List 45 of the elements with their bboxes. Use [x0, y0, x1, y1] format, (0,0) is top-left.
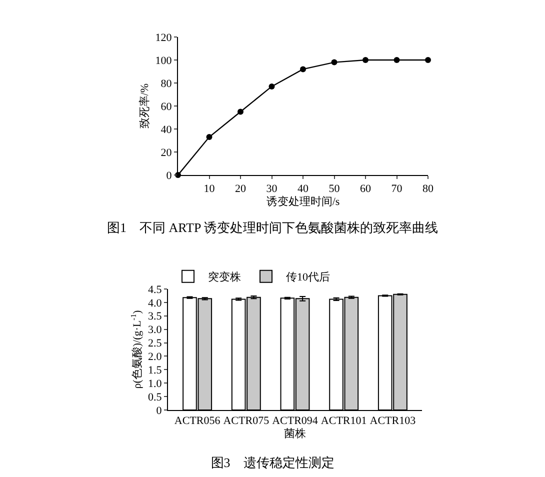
x-tick-label: 70 [391, 183, 403, 196]
point [425, 57, 431, 63]
x-tick-label: 40 [298, 183, 309, 196]
y-tick-label: 1.5 [148, 364, 162, 377]
y-tick-label: 80 [160, 78, 172, 90]
x-tick-label: 80 [422, 183, 434, 196]
y-tick-label: 4.0 [148, 297, 162, 310]
x-axis-title: 诱变处理时间/s [266, 195, 340, 208]
caption: 图3 遗传稳定性测定 [210, 454, 336, 472]
caption: 图1 不同 ARTP 诱变处理时间下色氨酸菌株的致死率曲线 [106, 219, 439, 237]
y-tick-label: 3.0 [148, 324, 162, 336]
legend-label: 传10代后 [286, 270, 330, 284]
y-tick-label: 120 [155, 32, 172, 44]
point [238, 108, 244, 115]
y-tick-label: 2.0 [148, 351, 162, 364]
x-tick-label: ACTR075 [223, 415, 270, 428]
point [362, 57, 368, 63]
point [206, 134, 212, 140]
x-tick-label: 10 [204, 183, 216, 196]
y-tick-label: 100 [155, 54, 172, 67]
y-axis-title: 致死率/% [138, 83, 151, 129]
x-tick-label: 30 [266, 183, 278, 196]
x-tick-label: ACTR094 [272, 415, 318, 428]
point [331, 59, 338, 66]
x-tick-label: ACTR101 [320, 415, 367, 428]
x-tick-label: 60 [360, 183, 372, 196]
y-tick-label: 0 [166, 170, 172, 182]
y-tick-label: 2.5 [148, 338, 162, 350]
x-tick-label: ACTR056 [174, 415, 221, 428]
point [300, 66, 306, 72]
y-tick-label: 0.5 [148, 391, 162, 404]
x-tick-label: 20 [235, 183, 246, 196]
x-tick-label: 50 [328, 183, 340, 196]
point [268, 83, 275, 90]
y-tick-label: 20 [160, 146, 172, 159]
legend-label: 突变株 [208, 270, 241, 284]
y-tick-label: 3.5 [148, 310, 162, 323]
y-tick-label: 40 [160, 124, 172, 136]
y-tick-label: 60 [160, 100, 172, 113]
point [394, 57, 400, 63]
x-tick-label: ACTR103 [370, 415, 416, 428]
y-tick-label: 4.5 [148, 284, 162, 296]
y-tick-label: 0 [156, 404, 162, 417]
y-tick-label: 1.0 [148, 378, 162, 390]
x-axis-title: 菌株 [284, 427, 306, 440]
